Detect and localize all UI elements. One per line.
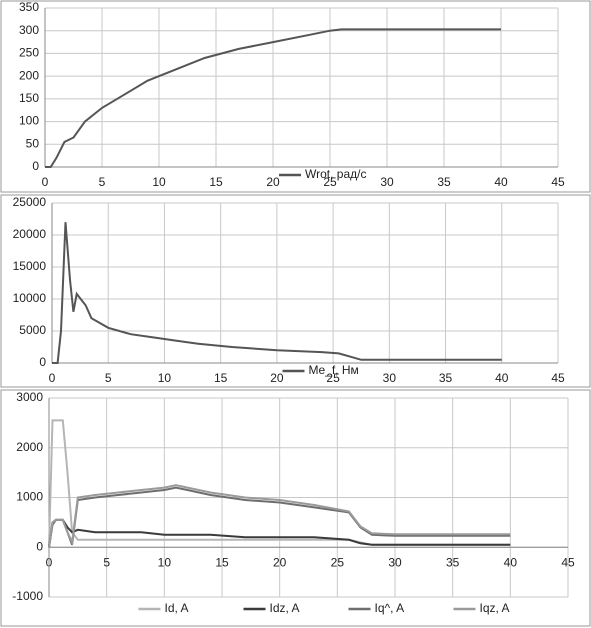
y-tick-label: 300 [19,23,39,37]
data-line [48,484,511,548]
x-tick-label: 20 [273,555,287,569]
y-tick-label: 5000 [19,323,46,337]
x-tick-label: 15 [215,555,229,569]
x-tick-label: 30 [380,175,394,189]
y-tick-label: 1000 [16,490,43,504]
y-tick-label: 50 [26,136,40,150]
y-tick-label: 10000 [13,291,47,305]
x-tick-label: 10 [152,175,166,189]
x-tick-label: 5 [103,555,110,569]
y-tick-label: -1000 [12,589,43,603]
panel-border [0,0,591,193]
y-tick-label: 150 [19,91,39,105]
y-tick-label: 15000 [13,259,47,273]
y-tick-label: 350 [19,0,39,14]
legend-label: Wrot, рад/с [305,167,366,181]
y-tick-label: 0 [32,159,39,173]
x-tick-label: 35 [437,175,451,189]
data-line [48,518,511,548]
y-tick-label: 20000 [13,227,47,241]
x-tick-label: 10 [158,555,172,569]
x-tick-label: 25 [331,555,345,569]
y-tick-label: 250 [19,46,39,60]
x-tick-label: 20 [270,371,284,385]
x-tick-label: 15 [214,371,228,385]
x-tick-label: 40 [495,371,509,385]
panel-border [0,389,591,627]
x-tick-label: 10 [158,371,172,385]
x-tick-label: 20 [266,175,280,189]
x-tick-label: 5 [99,175,106,189]
panel-border [0,194,591,388]
x-tick-label: 40 [504,555,518,569]
data-line [52,222,502,364]
data-line [45,28,501,168]
y-tick-label: 3000 [16,390,43,404]
x-tick-label: 30 [383,371,397,385]
y-tick-label: 25000 [13,195,47,209]
x-tick-label: 30 [388,555,402,569]
y-tick-label: 0 [36,539,43,553]
y-tick-label: 100 [19,114,39,128]
legend-label: Idz, A [270,601,300,615]
x-tick-label: 45 [551,371,565,385]
x-tick-label: 0 [49,371,56,385]
x-tick-label: 25 [326,371,340,385]
y-tick-label: 200 [19,68,39,82]
legend-label: Iqz, A [480,601,510,615]
x-tick-label: 40 [494,175,508,189]
x-tick-label: 5 [105,371,112,385]
x-tick-label: 0 [42,175,49,189]
legend-label: Me_f, Нм [309,363,359,377]
x-tick-label: 35 [446,555,460,569]
x-tick-label: 45 [551,175,565,189]
y-tick-label: 2000 [16,440,43,454]
x-tick-label: 15 [209,175,223,189]
y-tick-label: 0 [39,355,46,369]
legend-label: Id, A [165,601,189,615]
x-tick-label: 45 [561,555,575,569]
legend-label: Iq^, A [375,601,405,615]
x-tick-label: 35 [439,371,453,385]
x-tick-label: 25 [323,175,337,189]
